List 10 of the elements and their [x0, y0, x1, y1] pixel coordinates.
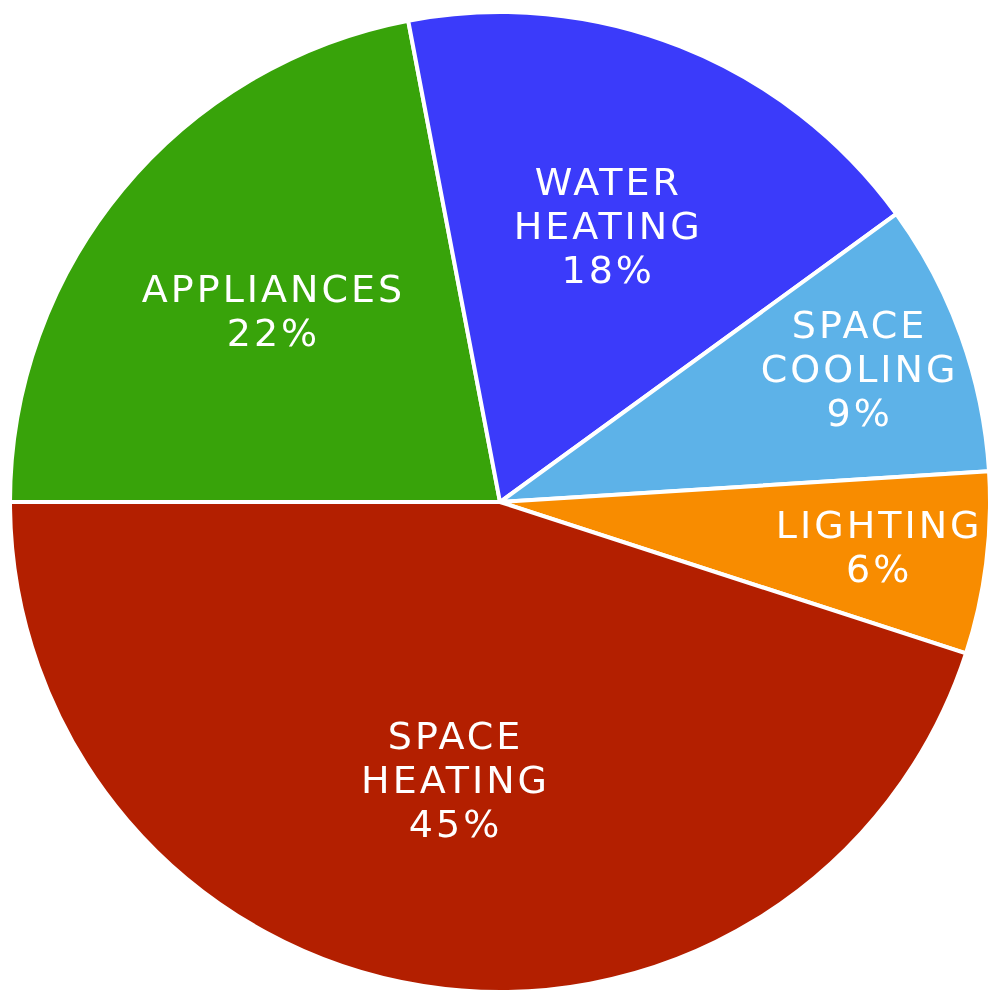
slice-label: APPLIANCES	[141, 267, 406, 312]
slice-label: SPACE COOLING	[760, 303, 959, 392]
data-label: 18%	[561, 247, 655, 292]
slice-label: LIGHTING	[775, 502, 983, 547]
data-label: 9%	[826, 391, 893, 436]
data-label: 45%	[408, 801, 503, 846]
slice-label: SPACE HEATING	[361, 713, 550, 802]
slice-label: WATER HEATING	[513, 159, 703, 248]
data-label: 22%	[226, 311, 321, 356]
data-label: 6%	[846, 546, 913, 591]
